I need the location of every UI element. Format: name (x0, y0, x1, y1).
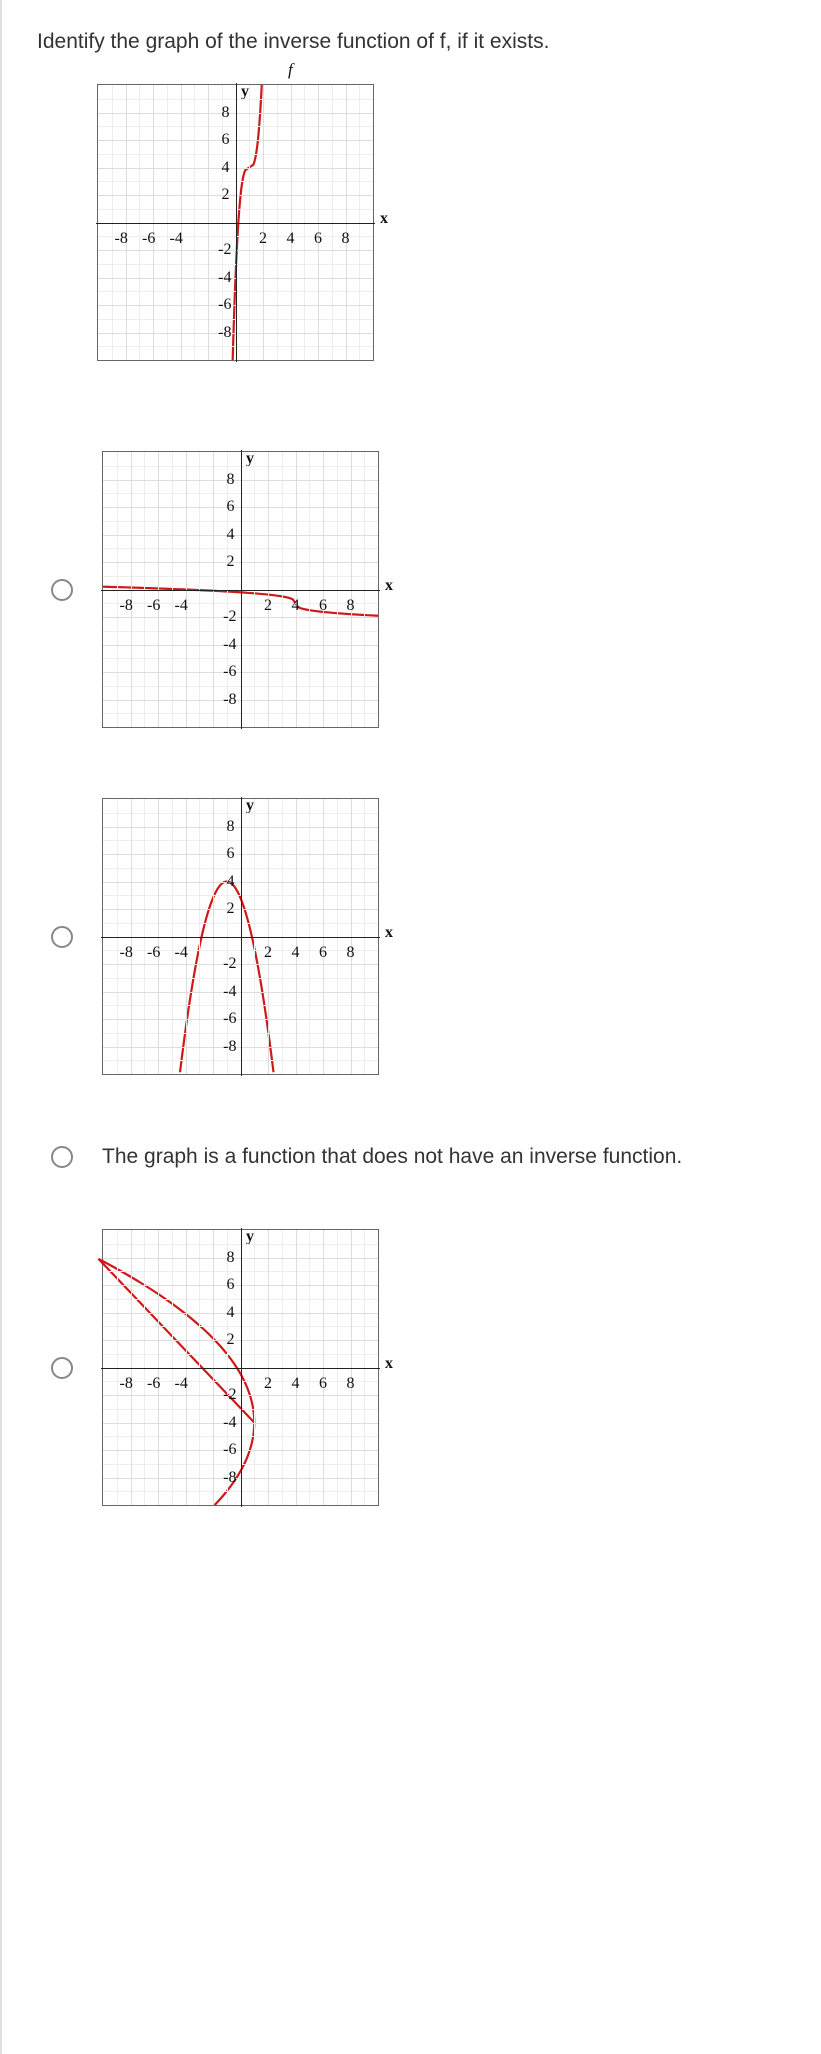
option-1: y x -8-6-446828642-2-4-6-8 (22, 451, 801, 728)
option-4: y x -8-6-424688642-2-4-6-8 (22, 1229, 801, 1506)
x-axis-label: x (385, 1355, 393, 1373)
option-3: The graph is a function that does not ha… (22, 1145, 801, 1169)
option-3-text: The graph is a function that does not ha… (102, 1145, 682, 1169)
radio-option-4[interactable] (51, 1357, 73, 1379)
radio-option-1[interactable] (51, 579, 73, 601)
option-2: y x -8-6-424688642-2-4-6-8 (22, 798, 801, 1075)
x-axis-label: x (380, 210, 388, 228)
radio-option-2[interactable] (51, 926, 73, 948)
f-label: f (288, 60, 293, 80)
x-axis-label: x (385, 924, 393, 942)
main-graph: f y x -8-6-424688642-2-4-6-8 (97, 84, 801, 361)
x-axis-label: x (385, 577, 393, 595)
radio-option-3[interactable] (51, 1146, 73, 1168)
question-text: Identify the graph of the inverse functi… (37, 30, 801, 54)
